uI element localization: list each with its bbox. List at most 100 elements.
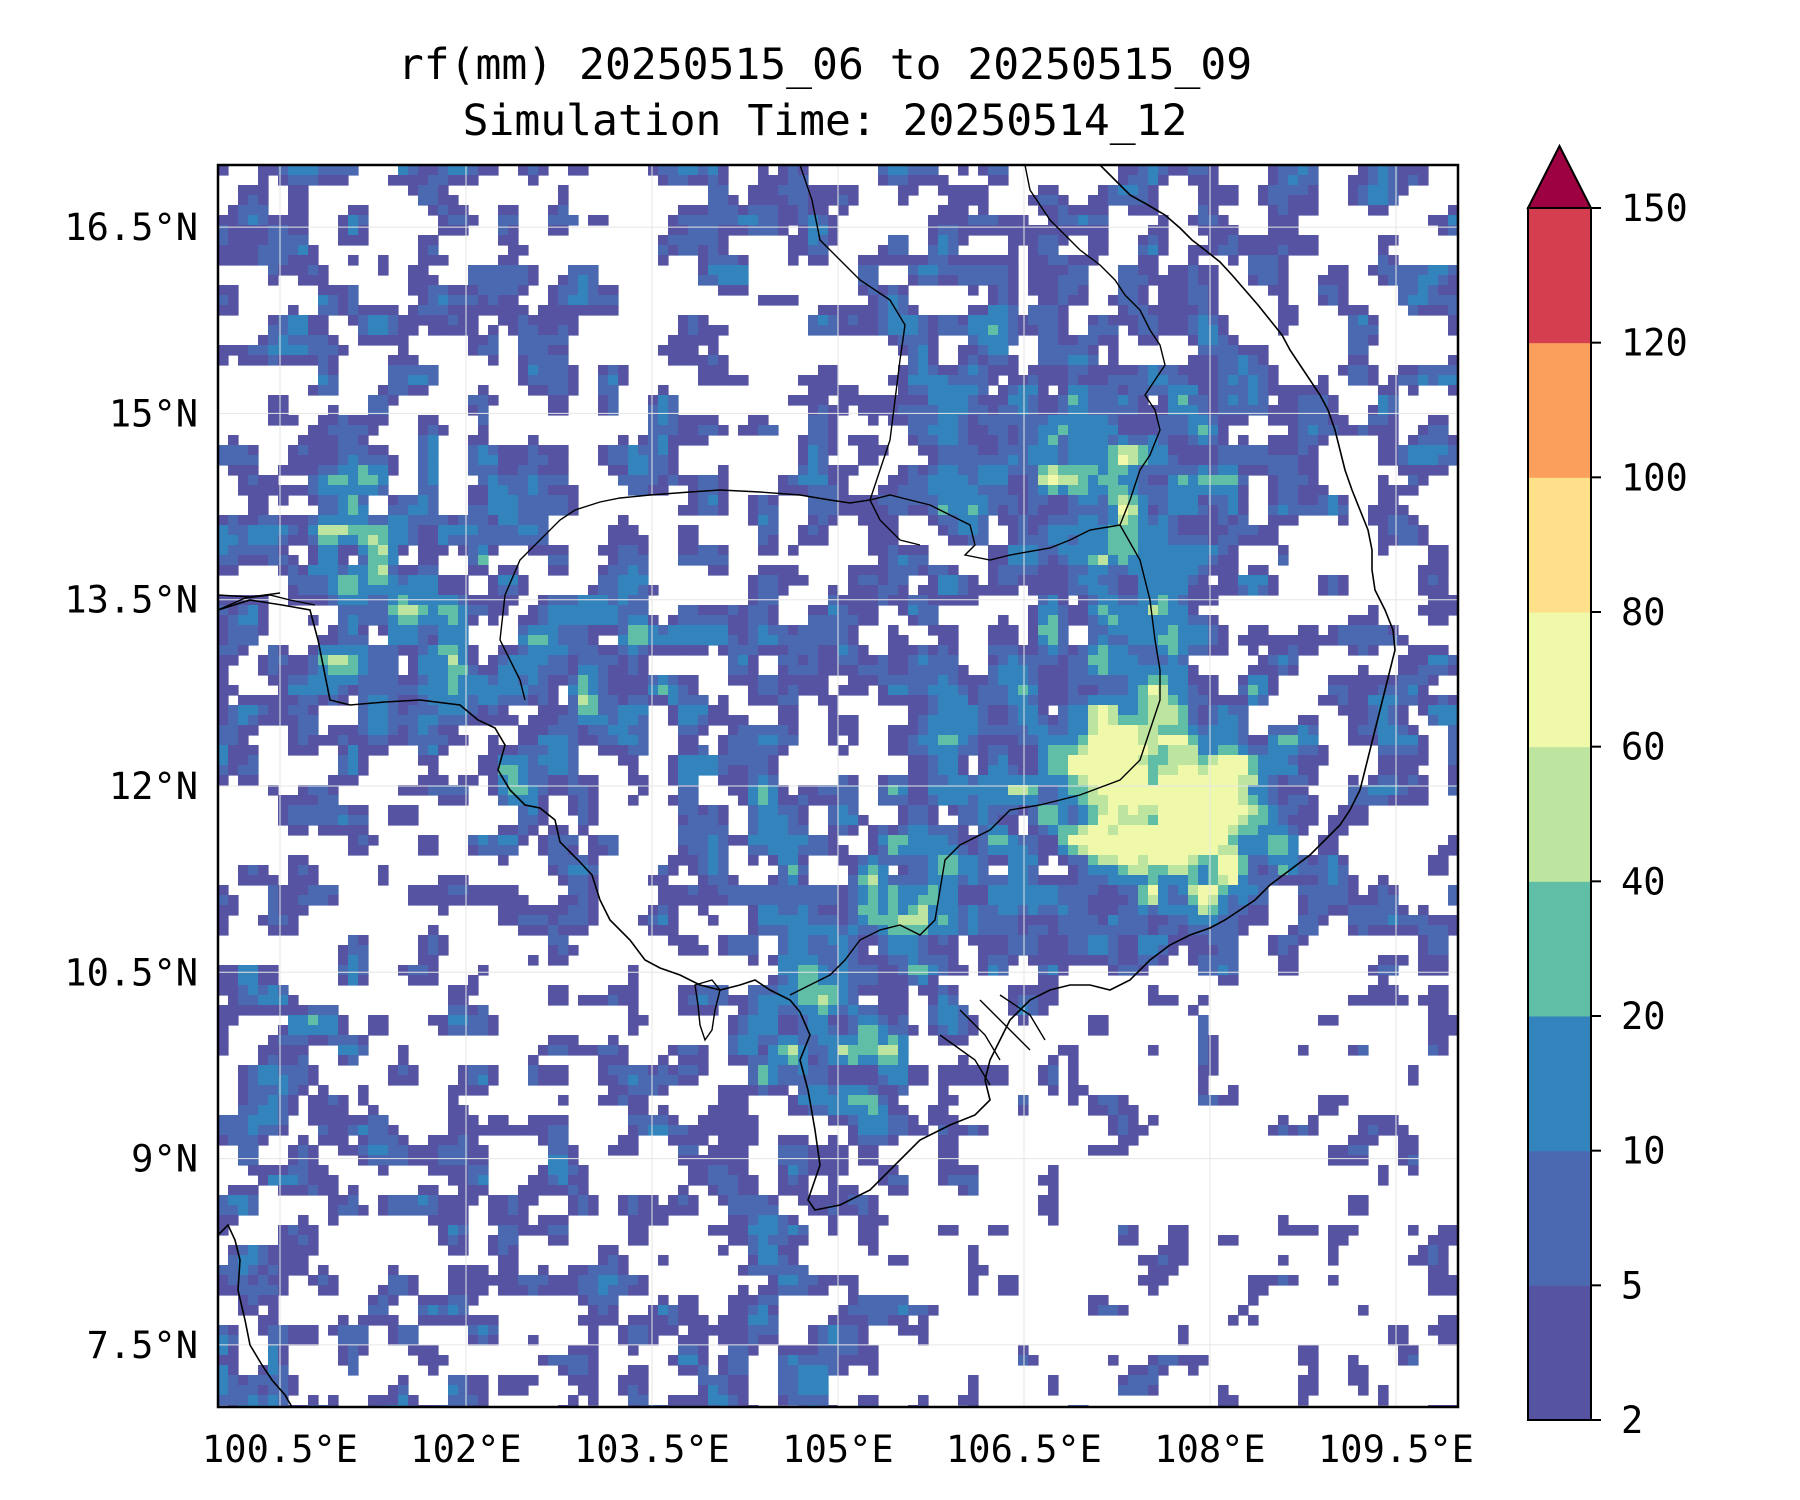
rain-cell [1028, 285, 1039, 296]
rain-cell [1028, 195, 1039, 206]
rain-cell [868, 445, 879, 456]
rain-cell [1098, 595, 1109, 606]
rain-cell [298, 585, 309, 596]
rain-cell [658, 475, 669, 486]
rain-cell [858, 505, 869, 516]
rain-cell [1048, 255, 1059, 266]
rain-cell [678, 555, 689, 566]
rain-cell [698, 765, 709, 776]
rain-cell [308, 725, 319, 736]
rain-cell [1138, 535, 1149, 546]
rain-cell [708, 495, 719, 506]
rain-cell [398, 565, 409, 576]
rain-cell [1208, 755, 1219, 766]
rain-cell [418, 315, 429, 326]
rain-cell [1368, 265, 1379, 276]
rain-cell [1058, 615, 1069, 626]
rain-cell [938, 215, 949, 226]
rain-cell [878, 495, 889, 506]
rain-cell [1018, 465, 1029, 476]
rain-cell [958, 205, 969, 216]
rain-cell [538, 355, 549, 366]
rain-cell [308, 675, 319, 686]
rain-cell [238, 625, 249, 636]
rain-cell [308, 565, 319, 576]
rain-cell [718, 505, 729, 516]
rain-cell [1408, 375, 1419, 386]
rain-cell [998, 665, 1009, 676]
rain-cell [1268, 435, 1279, 446]
rain-cell [1238, 475, 1249, 486]
rain-cell [1188, 275, 1199, 286]
rain-cell [708, 225, 719, 236]
rain-cell [628, 655, 639, 666]
rain-cell [568, 715, 579, 726]
rain-cell [778, 195, 789, 206]
rain-cell [998, 685, 1009, 696]
rain-cell [348, 205, 359, 216]
rain-cell [428, 205, 439, 216]
rain-cell [818, 445, 829, 456]
rain-cell [1398, 175, 1409, 186]
rain-cell [838, 205, 849, 216]
rain-cell [338, 235, 349, 246]
rain-cell [318, 495, 329, 506]
rain-cell [218, 685, 229, 696]
rain-cell [768, 645, 779, 656]
rain-cell [1098, 465, 1109, 476]
rain-cell [1058, 205, 1069, 216]
rain-cell [428, 275, 439, 286]
rain-cell [368, 595, 379, 606]
rain-cell [508, 655, 519, 666]
rain-cell [248, 205, 259, 216]
rain-cell [1328, 625, 1339, 636]
rain-cell [978, 205, 989, 216]
rain-cell [948, 275, 959, 286]
rain-cell [1238, 355, 1249, 366]
rain-cell [1008, 305, 1019, 316]
rain-cell [278, 315, 289, 326]
rain-cell [838, 495, 849, 506]
rain-cell [908, 725, 919, 736]
rain-cell [888, 255, 899, 266]
rain-cell [488, 475, 499, 486]
rain-cell [938, 775, 949, 786]
rain-cell [1008, 425, 1019, 436]
rain-cell [408, 735, 419, 746]
rain-cell [1188, 785, 1199, 796]
chart-subtitle: Simulation Time: 20250514_12 [462, 96, 1188, 146]
rain-cell [1428, 465, 1439, 476]
rain-cell [508, 465, 519, 476]
rain-cell [608, 705, 619, 716]
rain-cell [268, 715, 279, 726]
rain-cell [488, 275, 499, 286]
rain-cell [1098, 325, 1109, 336]
rain-cell [488, 515, 499, 526]
rain-cell [288, 675, 299, 686]
rain-cell [918, 335, 929, 346]
rain-cell [1368, 505, 1379, 516]
rain-cell [1298, 415, 1309, 426]
rain-cell [1378, 275, 1389, 286]
rain-cell [238, 705, 249, 716]
rain-cell [1288, 185, 1299, 196]
rain-cell [668, 225, 679, 236]
rain-cell [1058, 755, 1069, 766]
rain-cell [1258, 365, 1269, 376]
rain-cell [1228, 445, 1239, 456]
rain-cell [888, 555, 899, 566]
rain-cell [568, 745, 579, 756]
rain-cell [758, 525, 769, 536]
rain-cell [388, 675, 399, 686]
rain-cell [1128, 375, 1139, 386]
rain-cell [1118, 605, 1129, 616]
rain-cell [1278, 235, 1289, 246]
rain-cell [1068, 695, 1079, 706]
rain-cell [1168, 455, 1179, 466]
rain-cell [1208, 725, 1219, 736]
rain-cell [828, 415, 839, 426]
rain-cell [1308, 735, 1319, 746]
rain-cell [1178, 325, 1189, 336]
rain-cell [778, 785, 789, 796]
rain-cell [338, 775, 349, 786]
